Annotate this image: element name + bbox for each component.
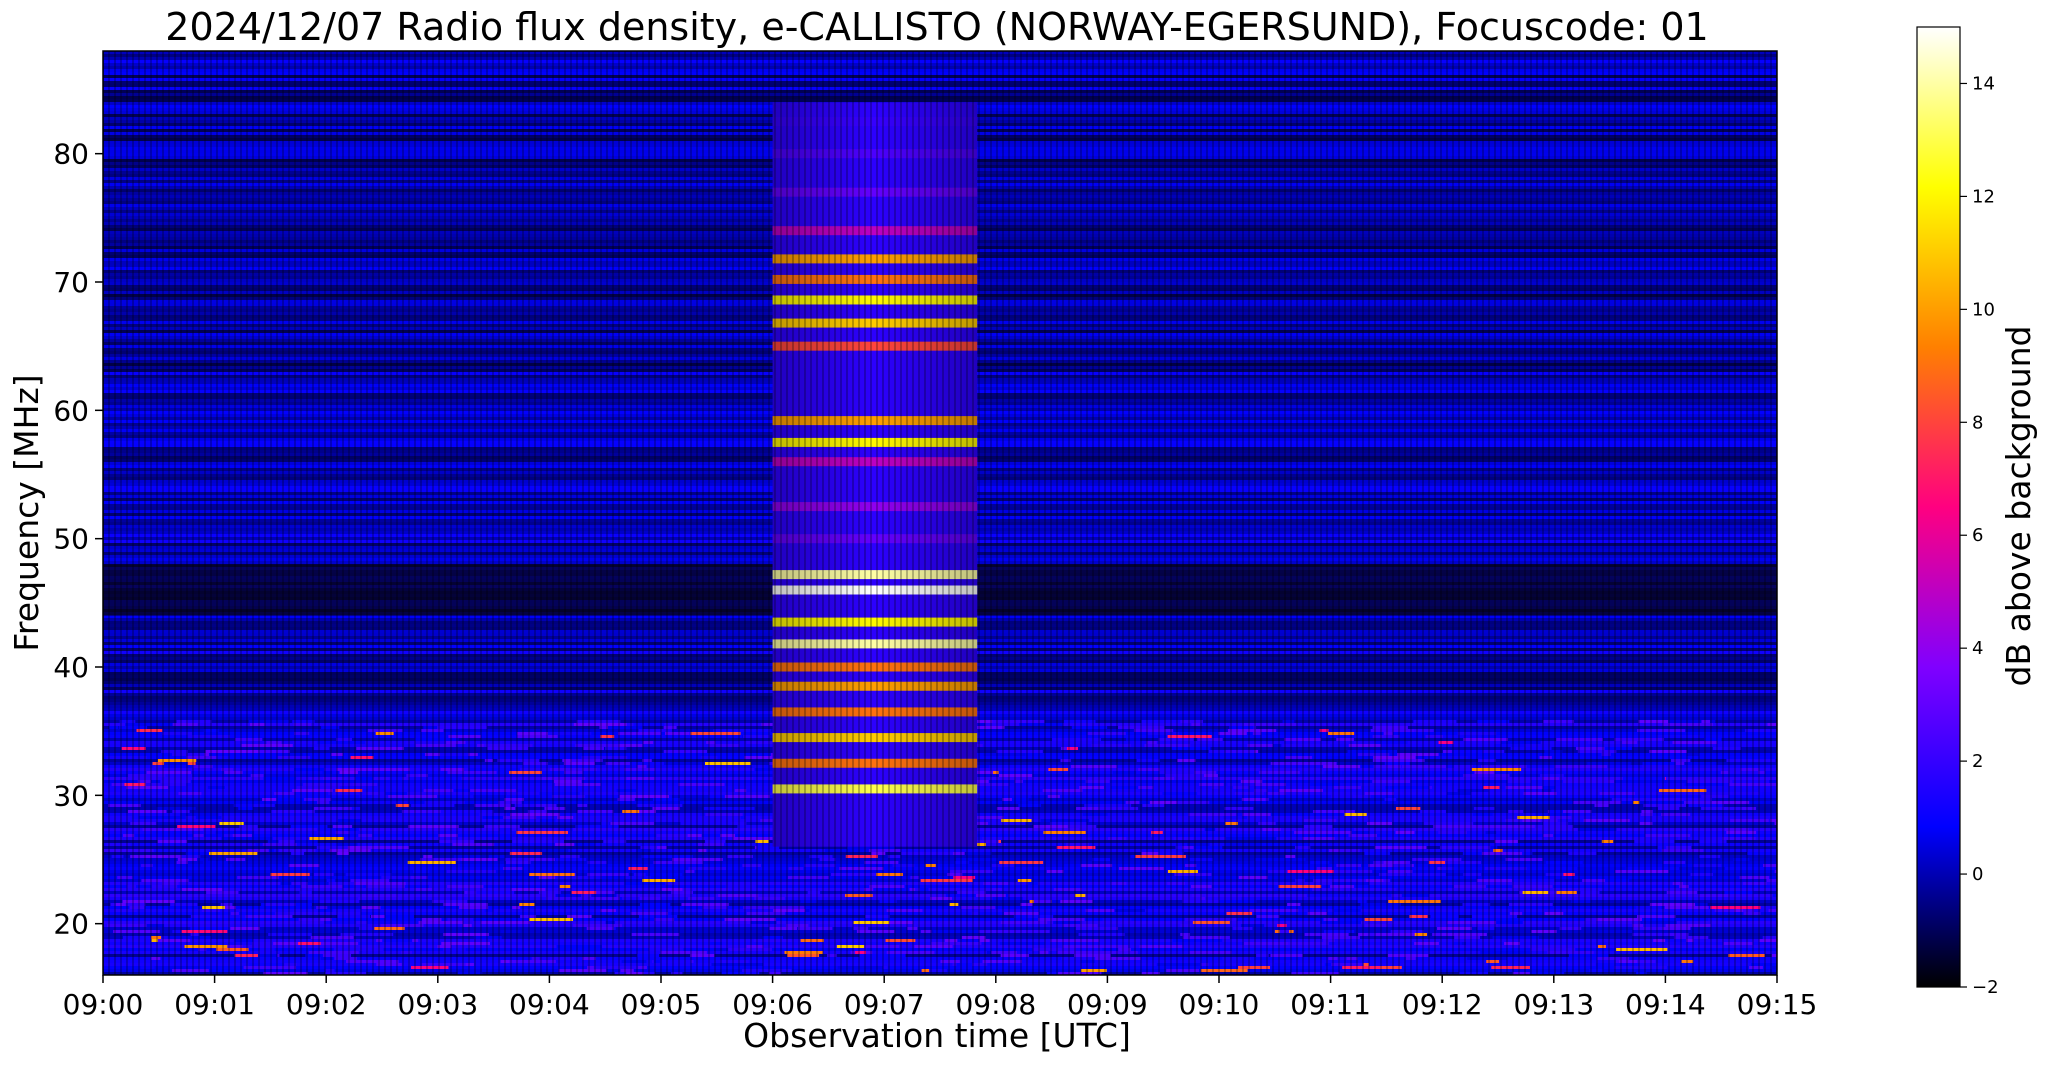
x-axis: 09:00 09:01 09:02 09:03 09:04 09:05 09:06 09:07… <box>63 975 1818 1021</box>
colorbar-tick-label: 12 <box>1972 186 1995 207</box>
x-tick-label: 09:00 <box>63 988 144 1021</box>
colorbar-tick-label: 14 <box>1972 73 1995 94</box>
colorbar-tick-label: 8 <box>1972 412 1983 433</box>
y-tick-label: 40 <box>53 651 89 684</box>
colorbar-tick-label: 4 <box>1972 638 1983 659</box>
x-tick-label: 09:01 <box>174 988 255 1021</box>
x-tick-label: 09:11 <box>1290 988 1371 1021</box>
x-tick-label: 09:02 <box>286 988 367 1021</box>
y-tick-label: 70 <box>53 266 89 299</box>
plot-area <box>103 51 1777 975</box>
colorbar: −2 0 2 4 6 8 10 12 14 dB above background <box>1916 26 2038 998</box>
x-tick-label: 09:15 <box>1737 988 1818 1021</box>
noise-speck <box>1774 870 1777 873</box>
colorbar-tick-label: −2 <box>1972 977 1999 998</box>
noise-speck <box>1774 822 1777 825</box>
vertical-stripe-texture <box>103 51 1777 975</box>
colorbar-gradient <box>1916 26 1961 988</box>
colorbar-tick-label: 6 <box>1972 525 1983 546</box>
chart-title: 2024/12/07 Radio flux density, e-CALLIST… <box>165 5 1708 49</box>
y-axis: 20 30 40 50 60 70 80 <box>53 138 103 941</box>
x-tick-label: 09:13 <box>1513 988 1594 1021</box>
x-tick-label: 09:12 <box>1402 988 1483 1021</box>
x-tick-label: 09:03 <box>397 988 478 1021</box>
colorbar-tick-label: 0 <box>1972 864 1983 885</box>
y-tick-label: 80 <box>53 138 89 171</box>
x-tick-label: 09:14 <box>1625 988 1706 1021</box>
x-tick-label: 09:07 <box>844 988 925 1021</box>
y-tick-label: 30 <box>53 779 89 812</box>
plot-frame <box>102 50 1778 976</box>
x-axis-label: Observation time [UTC] <box>743 1016 1131 1055</box>
colorbar-tick-label: 2 <box>1972 751 1983 772</box>
noise-speck <box>1776 801 1777 804</box>
x-tick-label: 09:06 <box>732 988 813 1021</box>
x-tick-label: 09:05 <box>621 988 702 1021</box>
noise-speck <box>1776 759 1777 762</box>
x-tick-label: 09:09 <box>1067 988 1148 1021</box>
y-tick-label: 60 <box>53 394 89 427</box>
y-axis-label: Frequency [MHz] <box>7 374 46 651</box>
colorbar-label: dB above background <box>1999 326 2038 687</box>
y-tick-label: 20 <box>53 908 89 941</box>
colorbar-tick-label: 10 <box>1972 299 1995 320</box>
x-tick-label: 09:08 <box>955 988 1036 1021</box>
colorbar-ticks: −2 0 2 4 6 8 10 12 14 <box>1960 73 1999 998</box>
noise-speck <box>1771 966 1777 969</box>
y-tick-label: 50 <box>53 523 89 556</box>
x-tick-label: 09:04 <box>509 988 590 1021</box>
x-tick-label: 09:10 <box>1179 988 1260 1021</box>
